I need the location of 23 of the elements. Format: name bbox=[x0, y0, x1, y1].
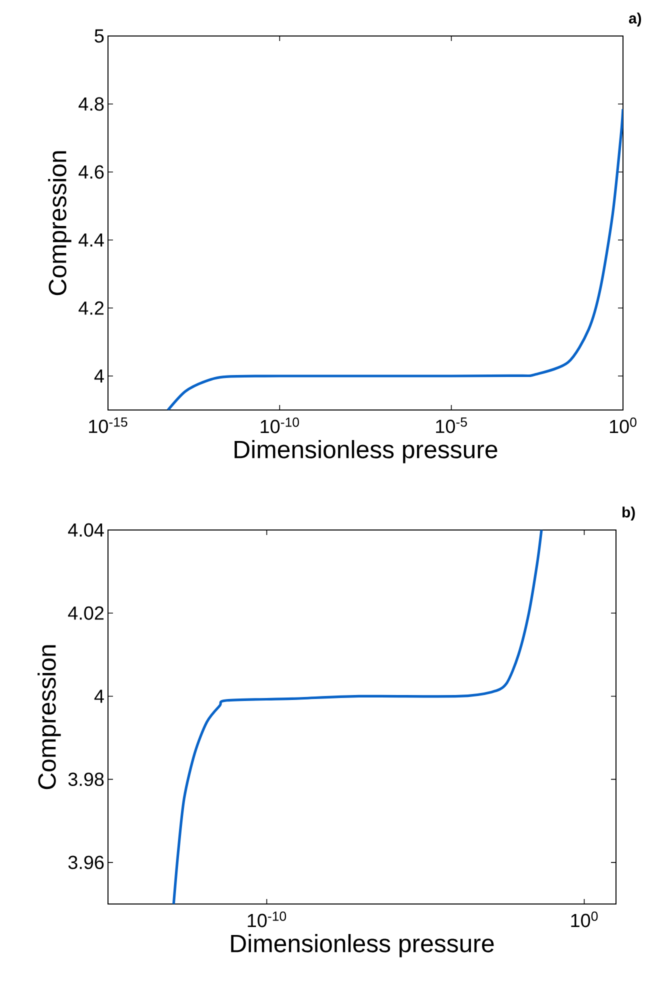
y-tick-label: 4 bbox=[94, 690, 104, 703]
y-tick-label: 4.4 bbox=[78, 234, 104, 247]
x-tick-label: 10$^{0}$ bbox=[610, 418, 636, 434]
y-axis-title: Compression bbox=[38, 645, 61, 790]
x-tick-label: 10$^{-10}$ bbox=[248, 912, 286, 928]
y-tick-label: 4 bbox=[94, 370, 104, 383]
chart-title: a) bbox=[628, 12, 641, 26]
x-axis-title: Dimensionless pressure bbox=[231, 934, 494, 958]
x-tick-label: 10$^{-15}$ bbox=[89, 418, 128, 434]
y-axis-title: Compression bbox=[48, 151, 72, 296]
x-tick-label: 10$^{0}$ bbox=[571, 912, 598, 928]
y-tick-label: 3.96 bbox=[68, 856, 104, 870]
y-tick-label: 4.6 bbox=[78, 165, 104, 179]
y-tick-label: 4.8 bbox=[78, 97, 104, 111]
y-tick-label: 4.04 bbox=[68, 523, 104, 537]
y-tick-label: 5 bbox=[94, 29, 104, 43]
y-tick-label: 4.02 bbox=[68, 606, 104, 620]
chart-title: b) bbox=[622, 506, 635, 521]
y-tick-label: 3.98 bbox=[68, 772, 104, 786]
x-tick-label: 10$^{-10}$ bbox=[260, 418, 299, 434]
y-tick-label: 4.2 bbox=[78, 301, 104, 315]
x-tick-label: 10$^{-5}$ bbox=[436, 418, 467, 434]
x-axis-title: Dimensionless pressure bbox=[234, 440, 498, 464]
